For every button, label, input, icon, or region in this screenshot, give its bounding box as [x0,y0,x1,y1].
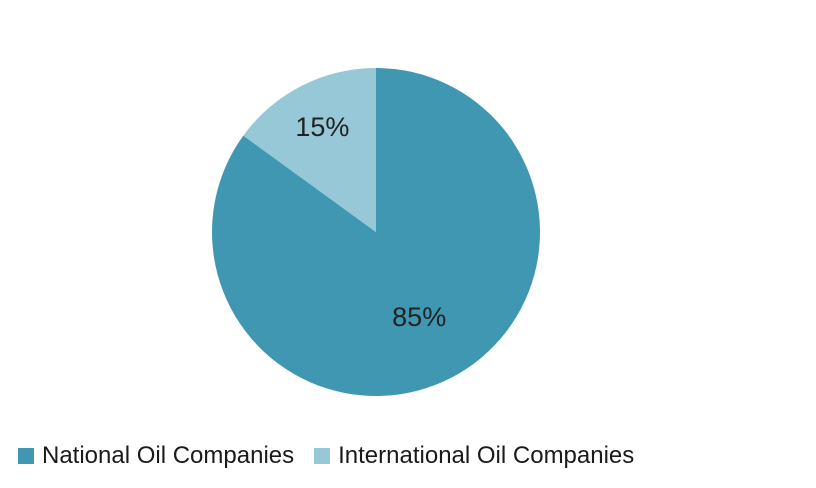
legend-item-national: National Oil Companies [18,442,294,470]
legend-label-international: International Oil Companies [338,442,635,469]
slice-label-national: 85% [392,302,446,332]
slice-label-international: 15% [295,112,349,142]
legend-swatch-national [18,448,34,464]
pie-slice-international [243,68,376,232]
legend-item-international: International Oil Companies [314,442,634,470]
legend-swatch-international [314,448,331,464]
legend-label-national: National Oil Companies [42,442,295,469]
legend: National Oil Companies International Oil… [18,442,634,470]
pie-svg: 85% 15% [211,68,540,396]
